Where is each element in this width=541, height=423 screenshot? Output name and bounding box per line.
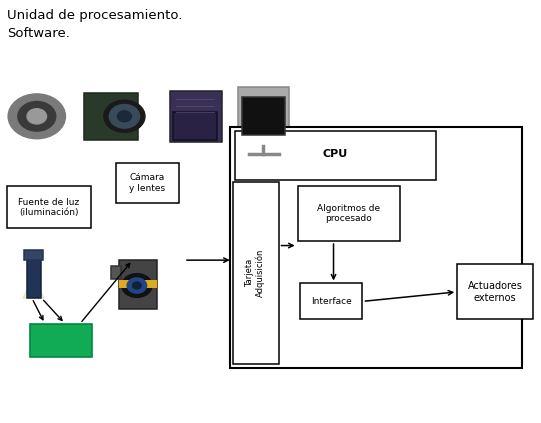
Bar [235,131,436,180]
Bar [238,87,289,146]
Bar [30,324,92,357]
Text: Unidad de procesamiento.: Unidad de procesamiento. [7,9,182,22]
Circle shape [27,109,47,124]
Text: Actuadores
externos: Actuadores externos [467,281,523,303]
Bar [27,256,41,298]
Text: CPU: CPU [323,148,348,159]
Polygon shape [23,286,44,298]
Circle shape [117,111,131,122]
Circle shape [18,102,56,131]
Bar [233,182,279,364]
Circle shape [127,278,147,293]
Bar [111,266,121,279]
Circle shape [8,94,65,139]
Bar [24,250,43,260]
Bar [300,283,362,319]
Bar [230,127,522,368]
Bar [116,163,179,203]
Bar [242,97,285,135]
Bar [84,93,138,140]
Text: Tarjeta
Adquisición: Tarjeta Adquisición [246,249,265,297]
Text: Interface: Interface [311,297,352,306]
Bar [170,91,222,142]
Circle shape [122,274,152,297]
Text: Fuente de luz
(iluminación): Fuente de luz (iluminación) [18,198,80,217]
Bar [173,112,217,140]
Bar [298,186,400,241]
Circle shape [109,104,140,128]
Bar [457,264,533,319]
Bar [119,260,157,309]
Circle shape [133,282,141,289]
Text: Algoritmos de
procesado: Algoritmos de procesado [318,204,380,223]
Text: Software.: Software. [7,27,70,41]
Bar [119,280,157,288]
Bar [7,186,91,228]
Text: Cámara
y lentes: Cámara y lentes [129,173,166,192]
Circle shape [104,100,145,132]
